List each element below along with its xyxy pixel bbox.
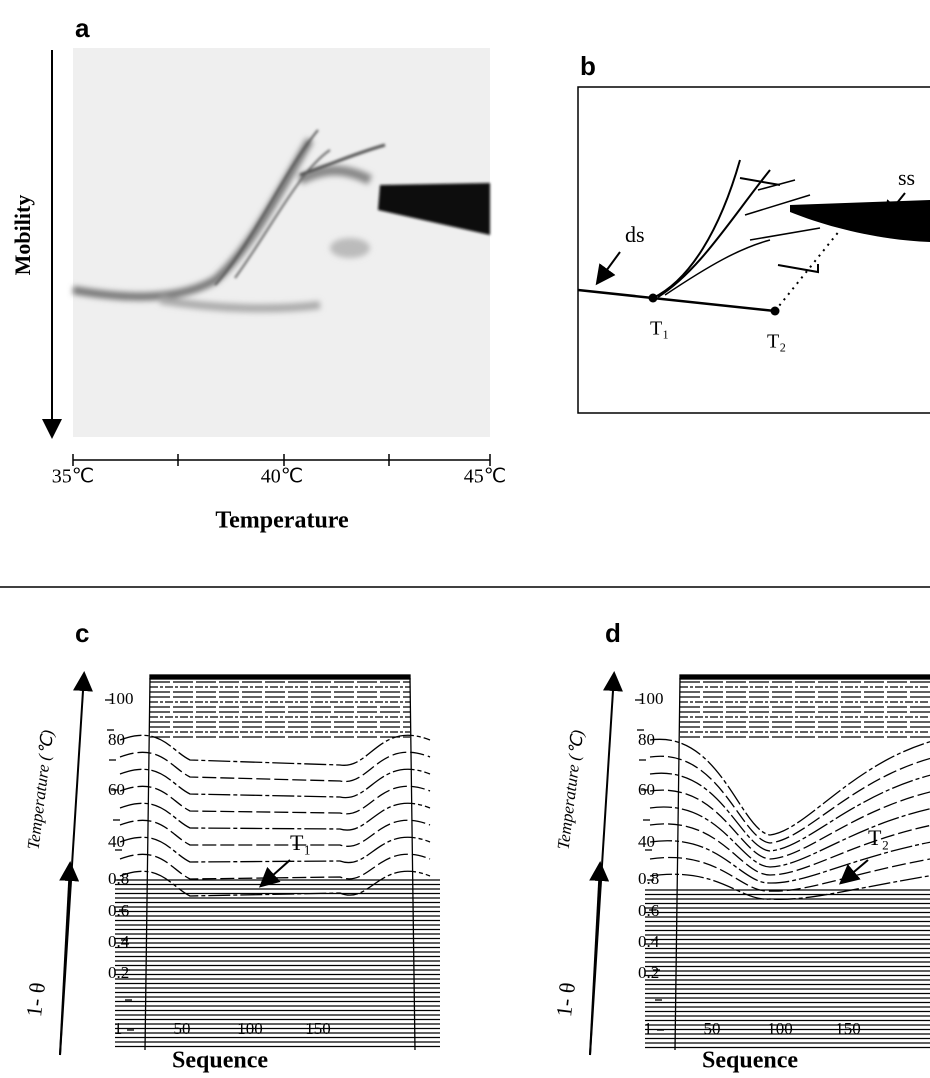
y-tick-label: 0.8 [108,869,129,888]
gel-image [72,48,490,437]
contour [649,823,930,876]
annotation-arrow [838,859,869,885]
temperature-scale [72,454,491,466]
contour [649,873,930,901]
y-tick-label: 40 [638,832,655,851]
annotation: ds [625,222,645,247]
x-tick-label: 1 [114,1019,123,1038]
panel-label: d [605,618,621,648]
x-axis-label: Sequence [702,1048,798,1074]
y-tick-label: 0.2 [108,963,129,982]
plot-side [144,677,416,1051]
contour [649,789,930,860]
contour [119,819,431,847]
x-tick-label: 150 [835,1019,861,1038]
y-tick-label: 0.8 [638,869,659,888]
contour [119,836,431,864]
x-tick-label: 100 [767,1019,793,1038]
panel-label: b [580,51,596,81]
y-tick-label: 0.6 [108,901,129,920]
plot-top [679,674,930,680]
annotation: T₂ [868,825,889,850]
y-tick-label: 60 [638,780,655,799]
y-tick-label: 100 [108,689,134,708]
contour [119,870,431,897]
x-tick-label: 40℃ [261,466,303,488]
y-tick-label: 40 [108,832,125,851]
x-tick-label: 150 [305,1019,331,1038]
y-axis-label: Temperature (℃) [24,729,58,851]
x-tick-label: 35℃ [52,466,94,488]
x-tick-label: 100 [237,1019,263,1038]
y-tick-label: 0.6 [638,901,659,920]
y-tick-label: 0.2 [638,963,659,982]
y-tick-label: 80 [638,730,655,749]
annotation: T₂ [767,331,786,353]
annotation: T₁ [650,318,669,340]
panel-label: c [75,618,89,648]
y-tick-label: 100 [638,689,664,708]
y-tick-label: 80 [108,730,125,749]
x-tick-label: 50 [704,1019,721,1038]
contour [649,840,930,884]
schematic [577,86,930,414]
contour [119,785,431,815]
contour [649,755,930,844]
annotation-arrow [259,859,291,888]
y-tick-label: 60 [108,780,125,799]
panel-label: a [75,13,90,43]
y-axis-label: 1- θ [551,981,580,1018]
contour [119,751,431,783]
contour [119,768,431,799]
annotation: ss [898,165,915,190]
annotation: T₁ [290,830,311,855]
x-tick-label: 45℃ [464,466,506,488]
surface-plot [635,674,930,1051]
surface-plot [105,674,440,1051]
contour [649,738,930,836]
y-tick-label: 0.4 [108,932,130,951]
y-tick-label: 0.4 [638,932,660,951]
contour [649,772,930,852]
axis-arrow [589,861,610,1056]
x-tick-label: 1 [644,1019,653,1038]
y-axis-label: Mobility [10,195,35,276]
plot-side [674,677,681,1051]
axis-arrow [59,861,80,1056]
contour [119,802,431,831]
y-axis-label: Temperature (℃) [554,729,588,851]
contour [119,734,431,766]
contour [649,806,930,868]
contour [649,856,930,892]
x-axis-label: Temperature [215,508,349,534]
y-axis-label: 1- θ [21,981,50,1018]
plot-top [149,674,411,680]
contour [119,853,431,880]
x-axis-label: Sequence [172,1048,268,1074]
x-tick-label: 50 [174,1019,191,1038]
